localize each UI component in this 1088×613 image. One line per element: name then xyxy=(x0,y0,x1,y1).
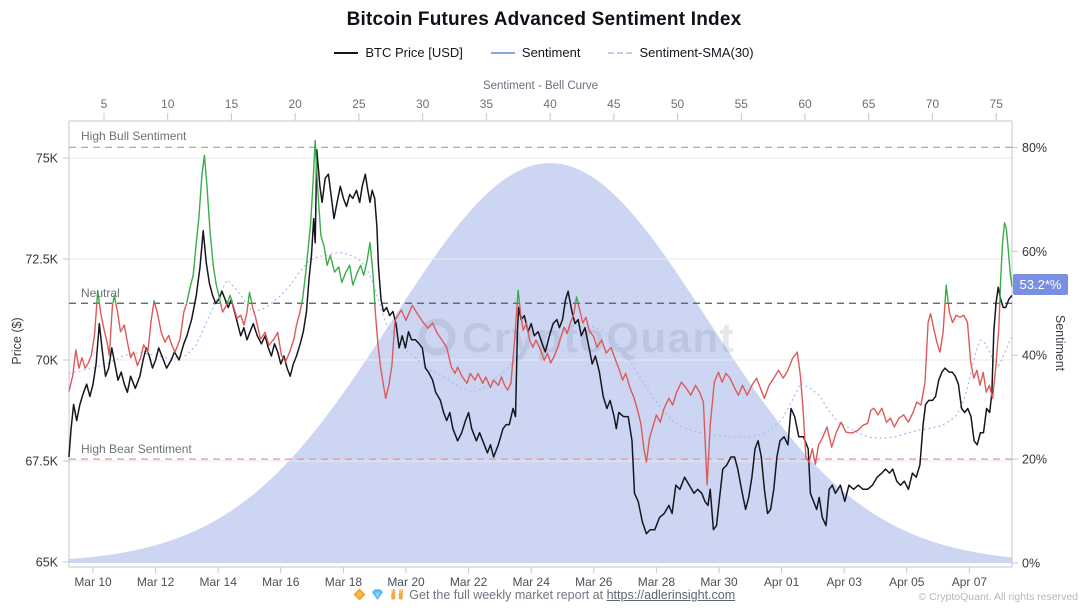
bell-axis-tick: 55 xyxy=(735,97,749,111)
sentiment-tick: 40% xyxy=(1022,349,1047,363)
raised-hands-emoji xyxy=(390,588,404,604)
date-tick: Mar 30 xyxy=(700,575,738,589)
btc-price-line-swatch-icon xyxy=(334,51,359,54)
date-tick: Mar 16 xyxy=(262,575,300,589)
btc-price-line xyxy=(68,149,1013,535)
watermark: CryptoQuant xyxy=(418,314,735,361)
series-layer xyxy=(68,139,1013,535)
footer-promo: Get the full weekly market report at htt… xyxy=(0,588,1088,604)
date-tick: Mar 10 xyxy=(74,575,112,589)
bell-axis-tick: 45 xyxy=(607,97,621,111)
top-axis-title: Sentiment - Bell Curve xyxy=(482,80,599,92)
price-tick: 72.5K xyxy=(25,253,58,267)
bell-axis-tick: 25 xyxy=(352,97,366,111)
legend-item-sentiment[interactable]: Sentiment xyxy=(490,45,581,60)
sentiment-line-below-neutral xyxy=(68,303,1001,486)
weekly-report-link[interactable]: https://adlerinsight.com xyxy=(606,588,736,602)
footer-message: Get the full weekly market report at xyxy=(409,588,604,602)
bell-curve-layer xyxy=(68,163,1013,563)
sentiment-tick: 20% xyxy=(1022,453,1047,467)
date-tick: Mar 14 xyxy=(200,575,238,589)
bell-axis-tick: 35 xyxy=(480,97,494,111)
date-tick: Apr 01 xyxy=(764,575,800,589)
bell-axis-tick: 60 xyxy=(798,97,812,111)
bell-axis-tick: 50 xyxy=(671,97,685,111)
neutral-label: Neutral xyxy=(81,286,120,300)
date-tick: Mar 26 xyxy=(575,575,613,589)
high-bear-sentiment-label: High Bear Sentiment xyxy=(81,442,192,456)
last-sentiment-value-badge: 53.2*% xyxy=(1013,274,1068,295)
footer: Get the full weekly market report at htt… xyxy=(0,588,1088,608)
legend-label: Sentiment-SMA(30) xyxy=(639,45,754,60)
bell-axis-tick: 75 xyxy=(990,97,1004,111)
sentiment-line-swatch-icon xyxy=(490,51,515,54)
bell-axis-tick: 30 xyxy=(416,97,430,111)
bell-axis-tick: 40 xyxy=(543,97,557,111)
date-tick: Mar 20 xyxy=(387,575,425,589)
date-tick: Apr 05 xyxy=(889,575,925,589)
bell-axis-tick: 70 xyxy=(926,97,940,111)
sentiment-axis-title: Sentiment xyxy=(1053,314,1067,372)
axes-layer: 5 10 15 20 25 30 35 40 45 50 55 60 65 70 75 Mar 10 Mar 1… xyxy=(25,97,1047,589)
legend: BTC Price [USD] Sentiment Sentiment-SMA(… xyxy=(0,45,1088,60)
date-tick: Mar 22 xyxy=(450,575,488,589)
bell-axis-tick: 5 xyxy=(101,97,108,111)
date-tick: Mar 18 xyxy=(325,575,363,589)
orange-diamond-emoji xyxy=(353,588,366,604)
sentiment-tick: 0% xyxy=(1022,557,1040,571)
bell-curve-area xyxy=(68,163,1013,563)
price-tick: 65K xyxy=(36,556,59,570)
gridline-layer xyxy=(69,157,1012,462)
sentiment-tick: 80% xyxy=(1022,141,1047,155)
date-tick: Mar 24 xyxy=(513,575,551,589)
bell-axis-tick: 65 xyxy=(862,97,876,111)
date-tick: Mar 28 xyxy=(638,575,676,589)
bell-axis-tick: 20 xyxy=(289,97,303,111)
bell-axis-tick: 15 xyxy=(225,97,239,111)
cryptoquant-logo-icon xyxy=(418,318,456,356)
blue-gem-emoji xyxy=(371,588,384,604)
legend-label: BTC Price [USD] xyxy=(365,45,463,60)
watermark-text: CryptoQuant xyxy=(462,314,735,361)
sentiment-sma-line-swatch-icon xyxy=(608,51,633,54)
price-tick: 75K xyxy=(36,152,59,166)
legend-item-btc-price[interactable]: BTC Price [USD] xyxy=(334,45,463,60)
legend-label: Sentiment xyxy=(521,45,581,60)
price-tick: 67.5K xyxy=(25,455,58,469)
sentiment-line-above-neutral xyxy=(96,139,1013,304)
legend-item-sentiment-sma[interactable]: Sentiment-SMA(30) xyxy=(608,45,754,60)
bell-axis-tick: 10 xyxy=(161,97,175,111)
date-tick: Mar 12 xyxy=(137,575,175,589)
price-axis-title: Price ($) xyxy=(10,317,24,365)
date-tick: Apr 03 xyxy=(827,575,863,589)
chart-title: Bitcoin Futures Advanced Sentiment Index xyxy=(346,9,742,30)
sentiment-tick: 60% xyxy=(1022,245,1047,259)
date-tick: Apr 07 xyxy=(952,575,988,589)
high-bull-sentiment-label: High Bull Sentiment xyxy=(81,129,187,143)
copyright-text: © CryptoQuant. All rights reserved xyxy=(918,591,1078,603)
price-tick: 70K xyxy=(36,354,59,368)
